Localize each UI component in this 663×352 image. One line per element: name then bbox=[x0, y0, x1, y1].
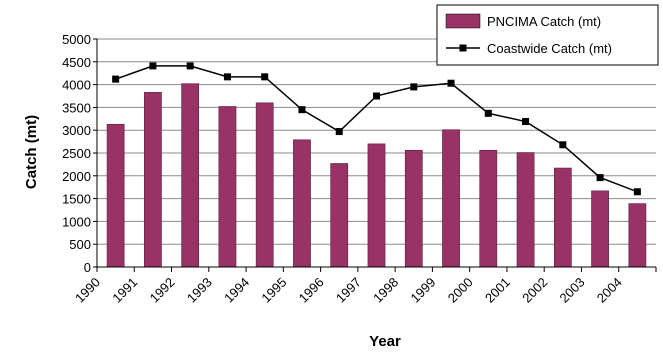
axes bbox=[93, 38, 657, 272]
x-tick-label: 1991 bbox=[109, 275, 140, 306]
y-tick-label: 0 bbox=[84, 260, 91, 275]
y-tick-label: 4000 bbox=[62, 78, 91, 93]
y-tick-label: 4500 bbox=[62, 55, 91, 70]
bar-pncima-1994 bbox=[255, 102, 274, 268]
point-coastwide-1994 bbox=[261, 73, 269, 81]
x-tick-label: 1995 bbox=[258, 275, 289, 306]
line-series bbox=[112, 62, 641, 196]
legend-line-marker bbox=[459, 44, 467, 52]
point-coastwide-2004 bbox=[633, 188, 641, 196]
bar-pncima-2002 bbox=[553, 167, 572, 268]
x-tick-label: 2004 bbox=[594, 275, 625, 306]
bar-pncima-1993 bbox=[218, 106, 237, 268]
y-tick-label: 1000 bbox=[62, 214, 91, 229]
point-coastwide-1995 bbox=[298, 106, 306, 114]
bar-pncima-1999 bbox=[442, 129, 460, 268]
x-axis-title: Year bbox=[369, 333, 401, 350]
bar-pncima-2003 bbox=[591, 190, 609, 268]
bar-pncima-1991 bbox=[144, 92, 162, 268]
legend-label-coastwide: Coastwide Catch (mt) bbox=[487, 41, 612, 56]
y-tick-label: 5000 bbox=[62, 32, 91, 47]
point-coastwide-1996 bbox=[335, 128, 343, 136]
x-tick-label: 1993 bbox=[184, 275, 215, 306]
y-tick-labels: 0 500 1000 1500 2000 2500 3000 3500 4000 4500 5000 bbox=[62, 32, 91, 275]
x-tick-label: 1997 bbox=[333, 275, 364, 306]
bar-pncima-2004 bbox=[628, 203, 647, 268]
bar-pncima-1995 bbox=[293, 139, 311, 268]
point-coastwide-1997 bbox=[373, 92, 380, 100]
y-tick-label: 3000 bbox=[62, 123, 91, 138]
point-coastwide-2000 bbox=[484, 109, 492, 117]
point-coastwide-1998 bbox=[410, 83, 418, 91]
legend-label-pncima: PNCIMA Catch (mt) bbox=[487, 14, 601, 29]
x-tick-label: 1992 bbox=[147, 275, 178, 306]
bar-pncima-1998 bbox=[404, 149, 423, 268]
x-tick-labels: 1990 1991 1992 1993 1994 1995 1996 1997 1998 1999… bbox=[72, 275, 625, 306]
point-coastwide-2003 bbox=[596, 174, 604, 182]
bar-pncima-2001 bbox=[516, 152, 535, 268]
bar-series bbox=[106, 83, 647, 268]
bar-pncima-2000 bbox=[479, 149, 498, 268]
point-coastwide-2002 bbox=[559, 141, 567, 149]
x-tick-label: 1996 bbox=[296, 275, 327, 306]
x-tick-label: 2001 bbox=[482, 275, 513, 306]
bar-pncima-1990 bbox=[106, 123, 125, 268]
x-tick-label: 2000 bbox=[445, 275, 476, 306]
y-tick-label: 2500 bbox=[62, 146, 91, 161]
point-coastwide-2001 bbox=[522, 118, 530, 126]
y-tick-label: 500 bbox=[69, 237, 91, 252]
y-axis-title: Catch (mt) bbox=[23, 115, 40, 189]
x-tick-label: 1998 bbox=[370, 275, 401, 306]
point-coastwide-1992 bbox=[186, 62, 194, 70]
x-tick-label: 1994 bbox=[221, 275, 252, 306]
y-tick-label: 1500 bbox=[62, 192, 91, 207]
x-tick-label: 2003 bbox=[557, 275, 588, 306]
x-tick-label: 1999 bbox=[407, 275, 438, 306]
bar-pncima-1992 bbox=[181, 83, 200, 268]
x-tick-label: 1990 bbox=[72, 275, 103, 306]
legend: PNCIMA Catch (mt) Coastwide Catch (mt) bbox=[436, 4, 659, 66]
point-coastwide-1993 bbox=[223, 73, 231, 81]
bar-pncima-1996 bbox=[330, 163, 349, 268]
legend-bar-swatch bbox=[445, 13, 481, 29]
point-coastwide-1990 bbox=[112, 75, 120, 83]
x-tick-label: 2002 bbox=[519, 275, 550, 306]
y-tick-label: 3500 bbox=[62, 100, 91, 115]
point-coastwide-1991 bbox=[149, 62, 157, 70]
point-coastwide-1999 bbox=[447, 79, 455, 87]
y-tick-label: 2000 bbox=[62, 169, 91, 184]
bar-pncima-1997 bbox=[367, 143, 386, 268]
